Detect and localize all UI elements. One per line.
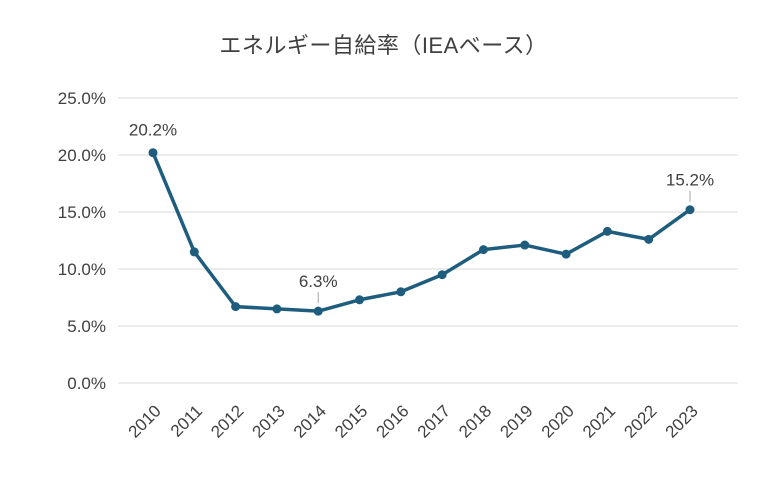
chart-title: エネルギー自給率（IEAベース）: [219, 33, 548, 58]
data-point: [396, 287, 406, 297]
data-point: [313, 306, 323, 316]
data-point: [520, 240, 530, 250]
x-tick-label: 2020: [538, 401, 578, 441]
data-point: [478, 245, 488, 255]
x-tick-label: 2012: [207, 401, 247, 441]
y-tick-label: 10.0%: [58, 260, 106, 279]
x-tick-label: 2011: [167, 401, 206, 440]
y-tick-label: 20.0%: [58, 146, 106, 165]
data-label: 6.3%: [299, 272, 338, 291]
x-tick-label: 2015: [331, 401, 371, 441]
data-label: 15.2%: [666, 171, 714, 190]
data-point: [272, 304, 282, 314]
x-tick-label: 2016: [372, 401, 412, 441]
data-point: [148, 148, 158, 158]
y-tick-label: 5.0%: [67, 317, 106, 336]
x-tick-label: 2021: [579, 401, 619, 441]
data-point: [437, 270, 447, 280]
y-tick-label: 0.0%: [67, 374, 106, 393]
x-tick-label: 2018: [455, 401, 495, 441]
x-tick-label: 2023: [662, 401, 702, 441]
y-tick-label: 15.0%: [58, 203, 106, 222]
data-point: [231, 302, 241, 312]
data-point: [561, 249, 571, 259]
x-tick-label: 2019: [496, 401, 536, 441]
data-point: [685, 205, 695, 215]
x-tick-label: 2017: [414, 401, 454, 441]
data-point: [189, 247, 199, 257]
data-point: [602, 226, 612, 236]
data-label: 20.2%: [129, 121, 177, 140]
x-tick-label: 2013: [249, 401, 289, 441]
x-tick-label: 2014: [290, 401, 330, 441]
x-tick-label: 2022: [620, 401, 660, 441]
data-point: [355, 295, 365, 305]
series-line: [151, 150, 692, 313]
data-point: [644, 234, 654, 244]
y-tick-label: 25.0%: [58, 89, 106, 108]
x-tick-label: 2010: [125, 401, 165, 441]
